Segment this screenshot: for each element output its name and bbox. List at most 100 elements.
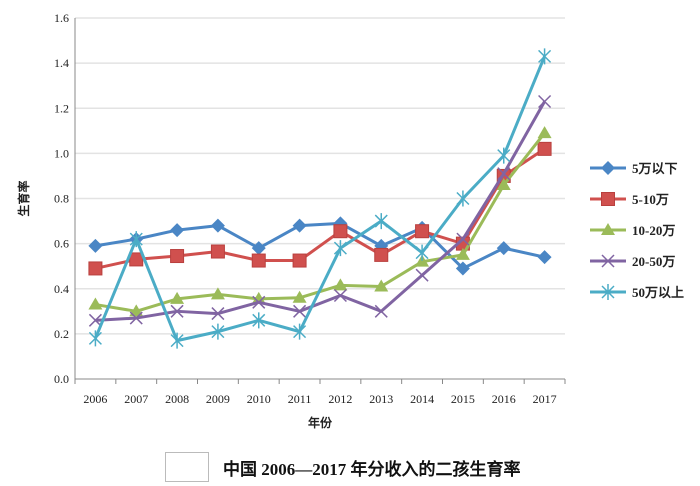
y-tick-label: 0.2 bbox=[54, 327, 69, 341]
data-point bbox=[538, 94, 552, 109]
line-chart: 0.0 0.2 0.4 0.6 0.8 1.0 1.2 1.4 1.6 2006 2007 2008 2… bbox=[16, 11, 684, 430]
y-tick-label: 0.8 bbox=[54, 192, 69, 206]
data-point bbox=[455, 247, 470, 260]
legend-item: 20-50万 bbox=[590, 254, 675, 269]
data-point bbox=[333, 224, 348, 239]
x-tick-label: 2011 bbox=[288, 392, 312, 406]
legend-label: 20-50万 bbox=[632, 254, 675, 269]
data-point bbox=[292, 290, 307, 303]
x-tick-label: 2008 bbox=[165, 392, 189, 406]
data-point bbox=[88, 297, 103, 310]
series-4 bbox=[88, 48, 552, 349]
data-point bbox=[211, 323, 225, 340]
data-point bbox=[170, 304, 184, 318]
data-point bbox=[292, 218, 307, 233]
x-tick-label: 2006 bbox=[83, 392, 107, 406]
series-line bbox=[95, 221, 545, 270]
data-point bbox=[293, 304, 307, 318]
data-point bbox=[333, 288, 347, 303]
data-point bbox=[251, 291, 266, 304]
data-point bbox=[537, 141, 552, 156]
x-tick-label: 2012 bbox=[328, 392, 352, 406]
data-point bbox=[129, 252, 144, 267]
data-point bbox=[497, 167, 511, 181]
data-point bbox=[210, 287, 225, 300]
series-line bbox=[95, 100, 546, 322]
y-tick-label: 1.2 bbox=[54, 101, 69, 115]
data-point bbox=[210, 218, 225, 233]
caption-text: 中国 2006—2017 年分收入的二孩生育率 bbox=[223, 459, 521, 479]
x-tick-label: 2014 bbox=[410, 392, 434, 406]
data-point bbox=[88, 330, 102, 347]
x-tick-label: 2010 bbox=[247, 392, 271, 406]
data-point bbox=[496, 177, 511, 190]
data-point bbox=[537, 126, 552, 139]
data-point bbox=[251, 253, 266, 268]
data-point bbox=[170, 223, 185, 238]
data-point bbox=[415, 254, 430, 267]
x-tick-label: 2009 bbox=[206, 392, 230, 406]
series-line bbox=[95, 147, 546, 270]
data-point bbox=[456, 232, 470, 246]
series-3 bbox=[88, 94, 552, 327]
x-tick-label: 2017 bbox=[533, 392, 557, 406]
data-point bbox=[415, 244, 429, 261]
data-point bbox=[537, 250, 552, 265]
data-point bbox=[211, 307, 225, 321]
data-point bbox=[455, 261, 470, 276]
series-line bbox=[94, 55, 546, 343]
y-tick-label: 1.4 bbox=[54, 56, 69, 70]
x-tick-label: 2016 bbox=[492, 392, 516, 406]
x-tick-label: 2013 bbox=[369, 392, 393, 406]
data-point bbox=[129, 311, 143, 325]
legend-label: 5万以下 bbox=[632, 161, 678, 176]
data-point bbox=[170, 291, 185, 304]
legend-item: 10-20万 bbox=[590, 223, 675, 238]
data-point bbox=[293, 323, 307, 340]
legend-item: 5-10万 bbox=[590, 192, 669, 207]
y-tick-label: 1.0 bbox=[54, 146, 69, 160]
data-point bbox=[170, 332, 184, 349]
data-point bbox=[292, 253, 307, 268]
y-tick-label: 1.6 bbox=[54, 11, 69, 25]
legend-label: 10-20万 bbox=[632, 223, 675, 238]
data-point bbox=[88, 261, 103, 276]
y-tick-label: 0.6 bbox=[54, 237, 69, 251]
data-point bbox=[210, 244, 225, 259]
data-point bbox=[333, 278, 348, 291]
legend-item: 5万以下 bbox=[590, 161, 678, 176]
caption-box bbox=[165, 452, 209, 482]
data-point bbox=[129, 231, 143, 248]
data-point bbox=[374, 213, 388, 230]
legend-label: 50万以上 bbox=[632, 285, 684, 300]
legend-label: 5-10万 bbox=[632, 192, 669, 207]
data-point bbox=[497, 147, 511, 164]
data-point bbox=[374, 247, 389, 262]
data-point bbox=[415, 268, 429, 282]
legend-marker bbox=[601, 192, 615, 206]
data-point bbox=[88, 238, 103, 253]
data-point bbox=[415, 224, 430, 239]
data-point bbox=[252, 312, 266, 329]
legend-marker bbox=[601, 254, 615, 268]
legend-item: 50万以上 bbox=[590, 284, 684, 300]
legend-marker bbox=[601, 161, 615, 175]
x-tick-label: 2007 bbox=[124, 392, 148, 406]
data-point bbox=[374, 279, 389, 292]
data-point bbox=[374, 304, 388, 318]
legend-marker bbox=[601, 284, 615, 300]
x-tick-label: 2015 bbox=[451, 392, 475, 406]
data-point bbox=[456, 190, 470, 207]
y-axis-title: 生育率 bbox=[16, 180, 31, 216]
data-point bbox=[88, 313, 102, 327]
data-point bbox=[251, 241, 266, 256]
data-point bbox=[129, 304, 144, 317]
data-point bbox=[496, 241, 511, 256]
legend-marker bbox=[601, 223, 615, 235]
data-point bbox=[170, 249, 185, 264]
y-tick-label: 0.0 bbox=[54, 372, 69, 386]
figure-caption: 中国 2006—2017 年分收入的二孩生育率 bbox=[165, 452, 521, 482]
y-tick-label: 0.4 bbox=[54, 282, 69, 296]
x-axis-title: 年份 bbox=[308, 415, 333, 430]
